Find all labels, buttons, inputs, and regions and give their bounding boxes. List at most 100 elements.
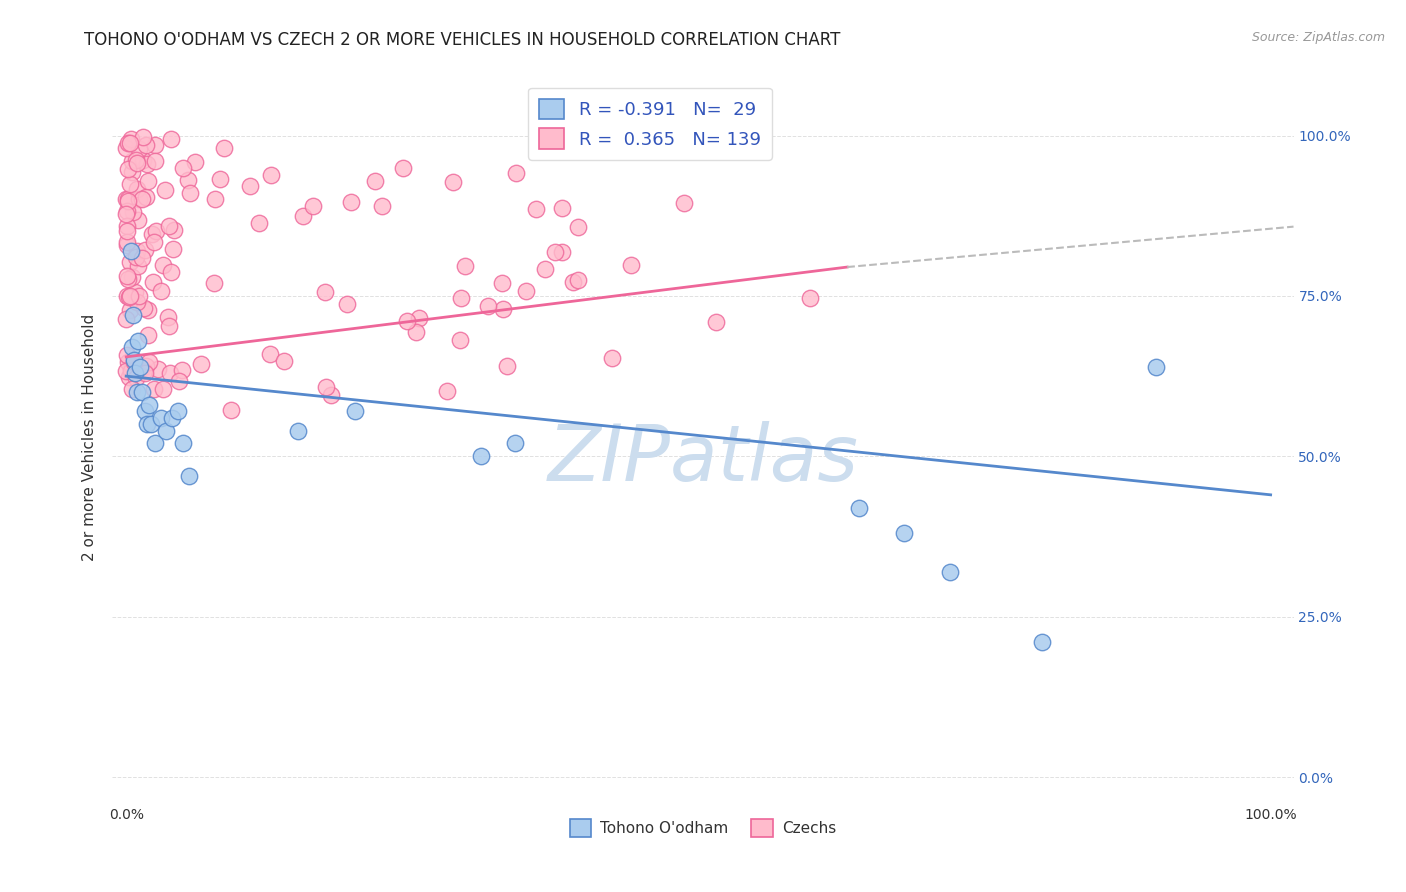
Point — [121, 270, 143, 285]
Point — [121, 205, 143, 219]
Point — [141, 417, 163, 432]
Point — [319, 388, 342, 402]
Point — [117, 192, 139, 206]
Point — [156, 310, 179, 324]
Point — [127, 212, 149, 227]
Point — [127, 334, 149, 348]
Point — [477, 300, 499, 314]
Point — [160, 132, 183, 146]
Point — [149, 284, 172, 298]
Point — [155, 424, 177, 438]
Point — [600, 351, 623, 365]
Point — [166, 404, 188, 418]
Point — [172, 161, 194, 176]
Point — [124, 250, 146, 264]
Point — [492, 301, 515, 316]
Point — [344, 404, 367, 418]
Text: Source: ZipAtlas.com: Source: ZipAtlas.com — [1251, 31, 1385, 45]
Legend: Tohono O'odham, Czechs: Tohono O'odham, Czechs — [564, 813, 842, 843]
Point — [160, 410, 183, 425]
Point — [132, 130, 155, 145]
Point — [134, 243, 156, 257]
Point — [505, 436, 527, 450]
Point — [146, 361, 169, 376]
Point — [115, 311, 138, 326]
Point — [125, 385, 148, 400]
Point — [143, 383, 166, 397]
Point — [441, 175, 464, 189]
Point — [121, 382, 143, 396]
Point — [115, 206, 138, 220]
Point — [491, 276, 513, 290]
Point — [208, 172, 231, 186]
Point — [131, 385, 153, 400]
Point — [127, 295, 149, 310]
Point — [142, 275, 165, 289]
Point — [567, 219, 589, 234]
Point — [1031, 635, 1053, 649]
Point — [152, 382, 174, 396]
Point — [534, 261, 557, 276]
Point — [315, 379, 337, 393]
Point — [125, 153, 148, 167]
Point — [128, 192, 150, 206]
Point — [177, 173, 200, 187]
Point — [117, 355, 139, 369]
Point — [524, 202, 547, 216]
Point — [157, 219, 180, 233]
Point — [179, 186, 201, 200]
Point — [314, 285, 336, 300]
Point — [117, 272, 139, 286]
Point — [129, 359, 152, 374]
Point — [138, 354, 160, 368]
Point — [135, 157, 157, 171]
Point — [247, 216, 270, 230]
Point — [138, 398, 160, 412]
Point — [551, 201, 574, 215]
Point — [470, 450, 492, 464]
Point — [118, 370, 141, 384]
Point — [124, 366, 146, 380]
Point — [672, 195, 695, 210]
Text: TOHONO O'ODHAM VS CZECH 2 OR MORE VEHICLES IN HOUSEHOLD CORRELATION CHART: TOHONO O'ODHAM VS CZECH 2 OR MORE VEHICL… — [84, 31, 841, 49]
Point — [120, 177, 142, 191]
Point — [190, 357, 212, 371]
Point — [152, 258, 174, 272]
Point — [132, 153, 155, 167]
Point — [117, 194, 139, 208]
Text: ZIPatlas: ZIPatlas — [547, 421, 859, 497]
Point — [122, 308, 145, 322]
Point — [135, 417, 157, 432]
Point — [155, 182, 177, 196]
Point — [551, 244, 574, 259]
Point — [848, 500, 870, 515]
Point — [339, 195, 361, 210]
Point — [179, 468, 201, 483]
Point — [449, 333, 471, 347]
Point — [436, 384, 458, 398]
Point — [118, 255, 141, 269]
Point — [117, 224, 139, 238]
Point — [136, 303, 159, 318]
Point — [136, 327, 159, 342]
Point — [143, 436, 166, 450]
Point — [120, 303, 142, 318]
Point — [561, 275, 583, 289]
Point — [287, 424, 309, 438]
Point — [567, 273, 589, 287]
Point — [219, 402, 242, 417]
Point — [120, 361, 142, 376]
Point — [405, 326, 427, 340]
Point — [160, 265, 183, 279]
Point — [118, 290, 141, 304]
Point — [163, 223, 186, 237]
Point — [128, 359, 150, 373]
Point — [392, 161, 415, 175]
Point — [127, 244, 149, 259]
Y-axis label: 2 or more Vehicles in Household: 2 or more Vehicles in Household — [82, 313, 97, 561]
Point — [136, 174, 159, 188]
Point — [115, 203, 138, 218]
Point — [124, 285, 146, 300]
Point — [128, 288, 150, 302]
Point — [939, 565, 962, 579]
